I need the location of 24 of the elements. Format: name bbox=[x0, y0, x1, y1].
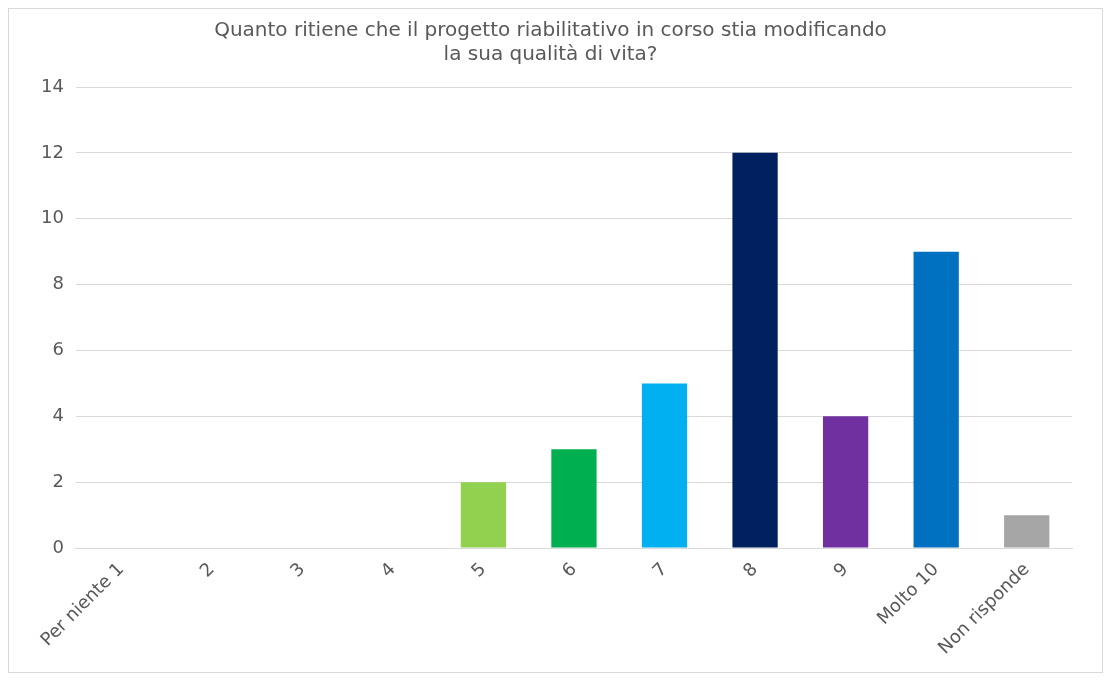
bar bbox=[822, 416, 869, 548]
x-tick-label: 9 bbox=[828, 557, 852, 581]
y-tick-label: 12 bbox=[41, 140, 64, 162]
bar bbox=[460, 482, 507, 548]
y-tick-label: 4 bbox=[52, 404, 64, 425]
bar bbox=[551, 449, 597, 548]
y-tick-label: 8 bbox=[52, 272, 64, 294]
y-tick-label: 0 bbox=[52, 535, 64, 557]
y-tick-label: 2 bbox=[52, 469, 64, 491]
x-tick-label: 3 bbox=[285, 557, 309, 581]
bar bbox=[641, 383, 688, 548]
y-tick-label: 6 bbox=[52, 338, 64, 360]
bar bbox=[913, 251, 959, 548]
x-tick-label: 5 bbox=[466, 557, 490, 581]
x-tick-label: 8 bbox=[738, 557, 762, 581]
y-tick-label: 14 bbox=[41, 74, 64, 96]
x-tick-label: 6 bbox=[557, 557, 581, 581]
x-tick-label: 2 bbox=[194, 557, 218, 581]
x-tick-label: 4 bbox=[376, 557, 399, 581]
bar bbox=[1004, 515, 1050, 548]
x-tick-label: 7 bbox=[647, 557, 671, 581]
chart-title: Quanto ritiene che il progetto riabilitativo in corso stia modificando la sua qualità di vita? bbox=[214, 17, 887, 66]
bar bbox=[732, 152, 778, 548]
y-tick-label: 10 bbox=[41, 206, 64, 228]
